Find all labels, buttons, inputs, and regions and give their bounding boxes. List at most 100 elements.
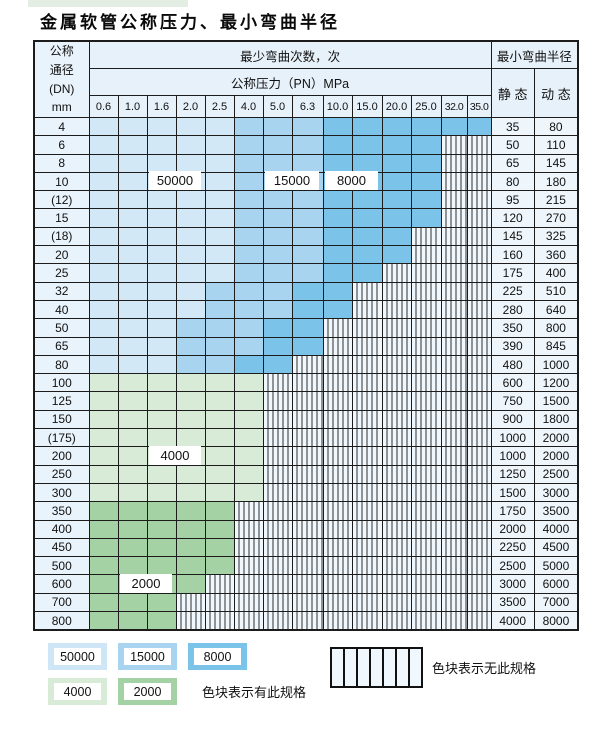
dn-label: 350	[33, 501, 90, 521]
cycle-cell-available	[146, 592, 177, 613]
static-radius-value: 1000	[490, 446, 535, 466]
cycle-cell-unavailable	[262, 592, 293, 613]
pressure-column-header: 15.0	[351, 95, 383, 118]
cycle-cell-available	[233, 190, 264, 210]
cycle-cell-available	[466, 116, 492, 137]
cycle-cell-available	[204, 354, 235, 375]
static-radius-value: 1250	[490, 464, 535, 484]
cycle-cell-available	[291, 116, 324, 137]
pressure-column-header: 4.0	[233, 95, 264, 118]
cycle-cell-available	[233, 171, 264, 192]
static-radius-value: 95	[490, 190, 535, 210]
cycle-cell-available	[381, 135, 412, 155]
static-radius-value: 225	[490, 281, 535, 301]
cycle-cell-unavailable	[351, 318, 383, 338]
cycle-cell-available	[204, 318, 235, 338]
cycle-cell-unavailable	[410, 318, 442, 338]
cycle-cell-unavailable	[410, 519, 442, 539]
hatch-cell	[371, 649, 384, 686]
legend-hatch-swatch	[330, 647, 423, 688]
cycle-cell-available	[117, 318, 148, 338]
dynamic-radius-value: 180	[533, 171, 579, 192]
legend-swatch-value: 4000	[54, 683, 101, 700]
cycle-cell-available	[117, 373, 148, 393]
cycle-cell-unavailable	[410, 245, 442, 265]
cycle-cell-available	[322, 208, 353, 228]
cycle-cell-available	[410, 190, 442, 210]
cycle-cell-available	[175, 501, 206, 521]
cycle-cell-unavailable	[466, 373, 492, 393]
cycle-cell-available	[117, 263, 148, 283]
cycle-cell-available	[233, 153, 264, 173]
cycle-cell-available	[233, 373, 264, 393]
cycle-cell-available	[351, 190, 383, 210]
dynamic-radius-value: 1200	[533, 373, 579, 393]
pressure-column-header: 10.0	[322, 95, 353, 118]
cycle-cell-unavailable	[351, 373, 383, 393]
cycle-cell-available	[175, 354, 206, 375]
cycle-cell-unavailable	[466, 501, 492, 521]
dynamic-radius-value: 1000	[533, 354, 579, 375]
cycle-cell-unavailable	[440, 592, 468, 613]
cycle-cell-available	[233, 391, 264, 411]
cycle-cell-available	[117, 299, 148, 320]
dn-label: 10	[33, 171, 90, 192]
cycle-cell-available	[146, 409, 177, 430]
cycle-cell-unavailable	[291, 464, 324, 484]
cycle-cell-available	[88, 135, 119, 155]
cycle-cell-unavailable	[322, 611, 353, 631]
cycle-cell-available	[88, 537, 119, 558]
dn-label: 6	[33, 135, 90, 155]
cycle-cell-available	[175, 153, 206, 173]
hatch-cell	[358, 649, 371, 686]
cycle-cell-unavailable	[322, 537, 353, 558]
cycle-cell-unavailable	[466, 592, 492, 613]
cycle-cell-available	[262, 336, 293, 356]
cycle-cell-available	[262, 299, 293, 320]
legend: 50000 15000 8000 4000 2000 色块表示有此规格 色块表示无此规格	[48, 643, 578, 713]
cycle-cell-unavailable	[351, 464, 383, 484]
table-row: 700 3500 7000	[33, 592, 579, 613]
cycle-cell-unavailable	[466, 153, 492, 173]
cycle-cell-unavailable	[351, 446, 383, 466]
cycle-cell-available	[262, 190, 293, 210]
dn-label: 700	[33, 592, 90, 613]
cycle-cell-available	[291, 208, 324, 228]
cycle-cell-unavailable	[440, 501, 468, 521]
cycle-cell-available	[88, 263, 119, 283]
dynamic-radius-value: 1500	[533, 391, 579, 411]
dynamic-radius-value: 2000	[533, 428, 579, 448]
dn-label: 65	[33, 336, 90, 356]
cycle-cell-available	[117, 428, 148, 448]
cycle-cell-unavailable	[262, 464, 293, 484]
cycle-cell-available	[146, 556, 177, 576]
dn-label: 150	[33, 409, 90, 430]
dn-label: 125	[33, 391, 90, 411]
cycle-cell-unavailable	[233, 611, 264, 631]
cycle-cell-available	[175, 574, 206, 594]
cycle-cell-unavailable	[440, 537, 468, 558]
cycle-cell-unavailable	[466, 245, 492, 265]
cycle-cell-unavailable	[410, 501, 442, 521]
cycle-cell-available	[88, 482, 119, 503]
static-radius-value: 750	[490, 391, 535, 411]
static-radius-value: 3000	[490, 574, 535, 594]
cycle-cell-available	[262, 354, 293, 375]
cycle-cell-available	[146, 245, 177, 265]
cycle-cell-available	[262, 116, 293, 137]
cycle-cell-available	[175, 391, 206, 411]
cycle-cell-available	[117, 446, 148, 466]
cycle-cell-unavailable	[466, 190, 492, 210]
cycle-cell-unavailable	[440, 519, 468, 539]
cycle-cell-available	[175, 208, 206, 228]
cycle-cell-available	[175, 428, 206, 448]
cycle-cell-available	[117, 190, 148, 210]
dynamic-radius-value: 1800	[533, 409, 579, 430]
cycle-cell-unavailable	[322, 391, 353, 411]
cycle-cell-available	[117, 153, 148, 173]
cycle-cell-available	[88, 299, 119, 320]
static-radius-value: 2500	[490, 556, 535, 576]
cycle-cell-available	[175, 336, 206, 356]
static-radius-value: 80	[490, 171, 535, 192]
